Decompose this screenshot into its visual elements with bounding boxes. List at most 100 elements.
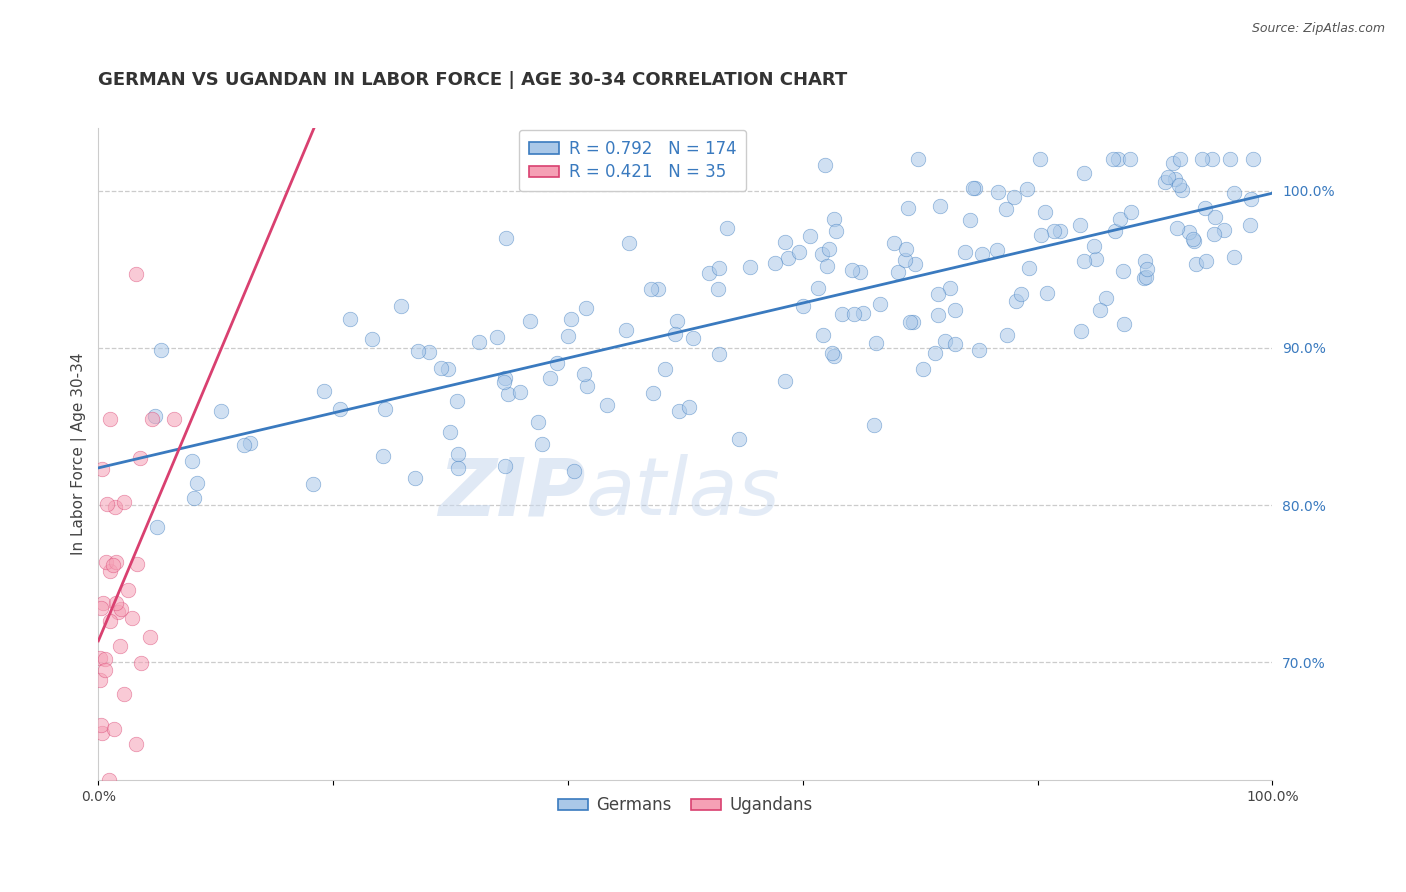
Point xyxy=(1043,224,1066,238)
Point xyxy=(970,247,993,261)
Point xyxy=(301,477,323,491)
Point xyxy=(1101,152,1123,166)
Point xyxy=(496,387,519,401)
Point xyxy=(1119,152,1142,166)
Point xyxy=(1135,269,1157,284)
Point xyxy=(934,334,956,349)
Point xyxy=(1185,257,1208,271)
Point xyxy=(1073,166,1095,180)
Point xyxy=(1168,178,1191,192)
Point xyxy=(1195,253,1218,268)
Point xyxy=(945,336,967,351)
Point xyxy=(329,402,352,417)
Text: atlas: atlas xyxy=(585,454,780,533)
Point xyxy=(824,212,846,227)
Point xyxy=(1070,324,1092,338)
Legend: Germans, Ugandans: Germans, Ugandans xyxy=(551,789,820,821)
Point xyxy=(163,411,186,425)
Point xyxy=(145,520,167,534)
Point xyxy=(1178,225,1201,239)
Point xyxy=(531,436,554,450)
Point xyxy=(125,737,148,751)
Point xyxy=(89,673,111,687)
Point xyxy=(1035,286,1057,301)
Point xyxy=(104,500,127,515)
Point xyxy=(986,243,1008,257)
Point xyxy=(709,261,731,276)
Point xyxy=(98,773,121,788)
Point xyxy=(806,281,828,295)
Point xyxy=(436,361,458,376)
Point xyxy=(94,664,117,678)
Point xyxy=(575,378,598,392)
Point xyxy=(907,152,929,166)
Point xyxy=(90,726,112,740)
Point xyxy=(927,286,949,301)
Point xyxy=(831,307,853,321)
Point xyxy=(89,651,111,665)
Point xyxy=(927,308,949,322)
Point xyxy=(664,327,686,342)
Point xyxy=(494,458,516,473)
Point xyxy=(678,400,700,414)
Point xyxy=(1136,261,1159,276)
Point xyxy=(893,253,915,268)
Point xyxy=(887,265,910,279)
Y-axis label: In Labor Force | Age 30-34: In Labor Force | Age 30-34 xyxy=(72,352,87,555)
Point xyxy=(239,435,262,450)
Point xyxy=(1073,254,1095,268)
Point xyxy=(110,601,132,615)
Point xyxy=(1201,152,1223,166)
Point xyxy=(811,246,834,260)
Point xyxy=(125,268,148,282)
Point xyxy=(91,596,114,610)
Point xyxy=(108,639,131,653)
Point xyxy=(897,202,920,216)
Point xyxy=(103,722,125,736)
Point xyxy=(468,335,491,350)
Text: ZIP: ZIP xyxy=(439,454,585,533)
Point xyxy=(1112,317,1135,331)
Point xyxy=(962,181,984,195)
Point xyxy=(799,229,821,244)
Point xyxy=(557,328,579,343)
Point xyxy=(494,375,516,389)
Point xyxy=(1028,152,1050,166)
Point xyxy=(959,213,981,227)
Point xyxy=(1154,176,1177,190)
Point xyxy=(1085,252,1108,266)
Point xyxy=(1240,192,1263,206)
Point xyxy=(129,656,152,670)
Point xyxy=(209,403,232,417)
Point xyxy=(429,360,451,375)
Point xyxy=(963,181,986,195)
Point xyxy=(1164,172,1187,186)
Point xyxy=(1171,183,1194,197)
Point xyxy=(94,652,117,666)
Point xyxy=(1182,234,1205,248)
Point xyxy=(186,476,208,491)
Point xyxy=(1005,294,1028,309)
Point xyxy=(1182,232,1205,246)
Point xyxy=(792,299,814,313)
Point xyxy=(1204,210,1226,224)
Point xyxy=(1222,186,1244,200)
Point xyxy=(90,718,112,732)
Point xyxy=(98,411,121,425)
Point xyxy=(1223,250,1246,264)
Point xyxy=(1191,152,1213,166)
Text: Source: ZipAtlas.com: Source: ZipAtlas.com xyxy=(1251,22,1385,36)
Point xyxy=(509,384,531,399)
Point xyxy=(560,312,582,326)
Point xyxy=(814,158,837,172)
Point xyxy=(575,301,598,316)
Point xyxy=(527,415,550,429)
Point xyxy=(1104,224,1126,238)
Point xyxy=(439,425,461,439)
Point xyxy=(901,314,924,328)
Point xyxy=(105,555,128,569)
Point xyxy=(139,630,162,644)
Point xyxy=(406,344,429,359)
Point xyxy=(117,582,139,597)
Point xyxy=(617,235,640,250)
